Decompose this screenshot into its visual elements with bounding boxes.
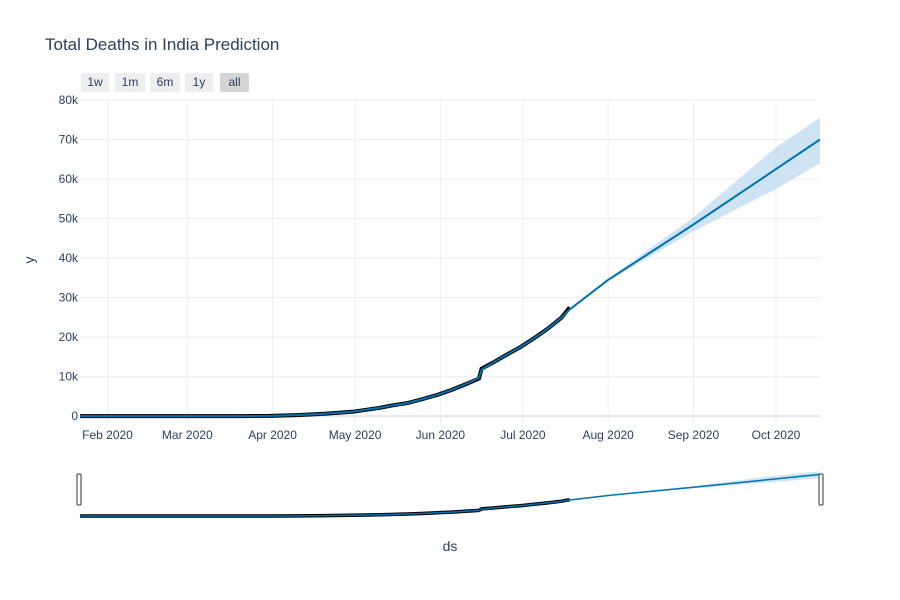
range-slider[interactable] <box>76 471 824 518</box>
range-button-1y[interactable]: 1y <box>185 73 213 92</box>
range-button-all[interactable]: all <box>220 73 249 92</box>
x-tick-label: Jun 2020 <box>416 428 466 442</box>
range-button-1w[interactable]: 1w <box>81 73 109 92</box>
x-axis-title: ds <box>443 538 458 554</box>
forecast-series <box>80 138 820 418</box>
y-tick-label: 40k <box>59 251 79 265</box>
y-tick-label: 70k <box>59 133 79 147</box>
y-tick-label: 0 <box>71 409 78 423</box>
slider-handle-left[interactable] <box>76 473 82 506</box>
y-tick-label: 80k <box>59 93 79 107</box>
y-tick-label: 10k <box>59 370 79 384</box>
y-tick-label: 60k <box>59 172 79 186</box>
x-tick-label: Jul 2020 <box>500 428 546 442</box>
x-tick-label: Sep 2020 <box>668 428 720 442</box>
x-tick-label: May 2020 <box>329 428 382 442</box>
chart-title: Total Deaths in India Prediction <box>45 35 279 54</box>
y-tick-label: 20k <box>59 330 79 344</box>
uncertainty-band <box>569 117 820 311</box>
range-button-6m[interactable]: 6m <box>150 73 180 92</box>
x-tick-label: Oct 2020 <box>752 428 801 442</box>
range-button-1m[interactable]: 1m <box>115 73 145 92</box>
forecast-interval <box>569 117 820 311</box>
y-axis: 0 10k 20k 30k 40k 50k 60k 70k 80k <box>59 93 79 423</box>
x-tick-label: Mar 2020 <box>162 428 213 442</box>
y-tick-label: 50k <box>59 212 79 226</box>
x-tick-label: Aug 2020 <box>582 428 634 442</box>
x-tick-label: Apr 2020 <box>248 428 297 442</box>
slider-forecast-series <box>80 473 821 517</box>
x-axis: Feb 2020 Mar 2020 Apr 2020 May 2020 Jun 2020… <box>82 428 801 442</box>
plot-series <box>80 138 820 419</box>
y-axis-title: y <box>21 257 37 264</box>
gridlines <box>80 99 820 424</box>
slider-handle-right[interactable] <box>818 473 824 506</box>
y-tick-label: 30k <box>59 291 79 305</box>
x-tick-label: Feb 2020 <box>82 428 133 442</box>
